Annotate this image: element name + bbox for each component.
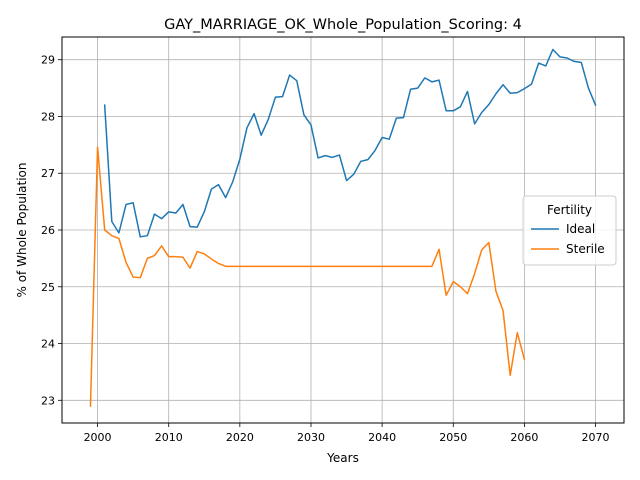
series-line-sterile [89, 146, 526, 407]
y-axis-label: % of Whole Population [15, 163, 29, 298]
y-tick-label: 27 [41, 167, 55, 180]
chart-title: GAY_MARRIAGE_OK_Whole_Population_Scoring… [164, 17, 522, 33]
x-tick-label: 2070 [582, 431, 610, 444]
y-tick-label: 28 [41, 110, 55, 123]
y-tick-label: 23 [41, 394, 55, 407]
legend-title: Fertility [547, 203, 592, 217]
series-line-ideal [103, 48, 597, 238]
y-tick-label: 24 [41, 338, 55, 351]
x-axis-label: Years [326, 451, 359, 465]
x-tick-label: 2000 [84, 431, 112, 444]
x-tick-label: 2030 [297, 431, 325, 444]
y-tick-label: 25 [41, 281, 55, 294]
legend: Fertility Ideal Sterile [522, 195, 617, 266]
y-tick-label: 26 [41, 224, 55, 237]
series-layer [89, 48, 597, 407]
y-tick-label: 29 [41, 54, 55, 67]
legend-label-sterile: Sterile [566, 242, 605, 256]
x-tick-label: 2050 [439, 431, 467, 444]
legend-label-ideal: Ideal [566, 222, 595, 236]
legend-box [522, 195, 617, 266]
grid [62, 37, 624, 423]
axes: 2000 2010 2020 2030 2040 2050 2060 2070 23 24 25 26… [41, 54, 610, 444]
x-tick-label: 2020 [226, 431, 254, 444]
x-tick-label: 2040 [368, 431, 396, 444]
x-tick-label: 2010 [155, 431, 183, 444]
x-tick-label: 2060 [510, 431, 538, 444]
